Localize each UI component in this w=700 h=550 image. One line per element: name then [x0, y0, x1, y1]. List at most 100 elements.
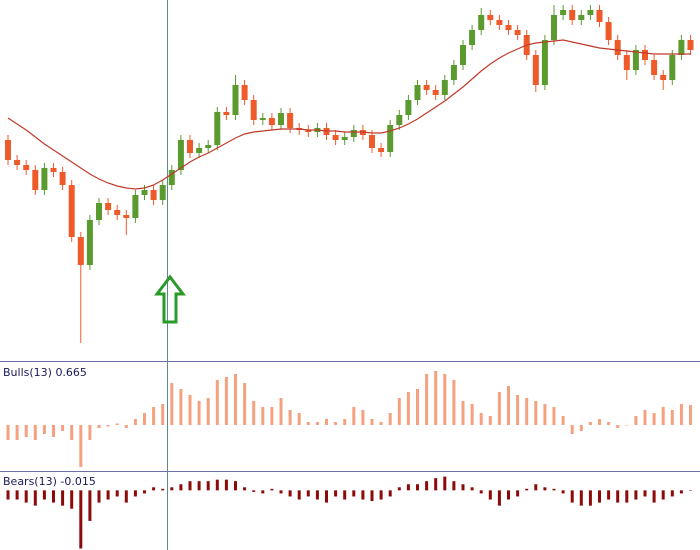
candle-body — [14, 160, 21, 165]
histogram-bar — [598, 490, 601, 503]
histogram-bar — [470, 487, 474, 491]
histogram-bar — [425, 481, 429, 491]
candle-body — [23, 165, 30, 170]
candle-body — [196, 148, 203, 153]
histogram-bar — [361, 490, 365, 500]
histogram-bar — [279, 398, 283, 425]
histogram-bar — [33, 425, 37, 440]
histogram-bar — [297, 413, 301, 425]
histogram-bar — [161, 488, 165, 491]
histogram-bar — [425, 374, 429, 425]
histogram-bar — [115, 423, 119, 425]
candle-body — [460, 45, 466, 65]
histogram-bar — [343, 490, 347, 500]
histogram-bar — [670, 490, 674, 497]
histogram-bar — [143, 413, 146, 425]
histogram-bar — [361, 410, 365, 425]
candle-body — [241, 85, 248, 100]
histogram-bar — [634, 416, 638, 425]
histogram-bar — [497, 490, 501, 506]
histogram-bar — [616, 490, 620, 503]
histogram-bar — [379, 490, 383, 500]
candle-body — [414, 85, 421, 100]
histogram-bar — [561, 416, 565, 425]
histogram-bar — [689, 405, 692, 425]
arrow-icon — [153, 274, 187, 324]
histogram-bar — [152, 407, 156, 425]
histogram-bar — [525, 398, 529, 425]
histogram-bar — [625, 490, 629, 503]
histogram-bar — [15, 425, 19, 440]
histogram-bar — [288, 410, 292, 425]
histogram-bar — [461, 401, 465, 425]
histogram-bar — [206, 481, 210, 491]
candle-body — [605, 22, 612, 40]
histogram-bar — [334, 490, 338, 497]
histogram-bar — [625, 425, 629, 426]
histogram-bar — [106, 490, 110, 500]
candle-body — [32, 170, 39, 190]
histogram-bar — [270, 407, 274, 425]
histogram-bar — [497, 392, 501, 425]
histogram-bar — [133, 490, 137, 497]
candle-body — [214, 112, 221, 145]
histogram-bar — [224, 479, 228, 491]
candle-body — [132, 195, 139, 218]
histogram-bar — [97, 490, 101, 503]
histogram-bar — [179, 389, 183, 425]
candle-body — [96, 203, 102, 220]
candle-body — [642, 50, 648, 60]
histogram-bar — [306, 490, 310, 497]
candle-body — [423, 85, 430, 90]
candle-body — [587, 10, 594, 15]
histogram-bar — [243, 383, 247, 425]
histogram-bar — [261, 490, 265, 494]
candle-body — [450, 65, 457, 80]
candle-body — [332, 135, 339, 140]
histogram-bar — [488, 490, 492, 500]
candle-body — [268, 118, 275, 125]
histogram-bar — [616, 425, 620, 428]
histogram-bar — [507, 490, 510, 500]
candle-body — [441, 80, 448, 95]
candle-body — [250, 100, 257, 120]
histogram-bar — [370, 490, 374, 502]
candle-body — [278, 113, 284, 125]
histogram-bar — [261, 407, 265, 425]
candle-body — [532, 55, 539, 85]
candle-body — [187, 140, 193, 153]
histogram-bar — [534, 401, 538, 425]
candle-body — [387, 125, 394, 152]
histogram-bar — [143, 490, 146, 494]
candle-body — [50, 168, 57, 172]
candle-body — [59, 172, 66, 185]
histogram-bar — [352, 490, 356, 497]
histogram-bar — [588, 422, 592, 425]
histogram-bar — [452, 380, 456, 425]
histogram-bar — [52, 490, 55, 503]
histogram-bar — [488, 416, 492, 425]
histogram-bar — [643, 490, 647, 497]
histogram-bar — [88, 490, 92, 521]
candle-body — [350, 130, 357, 137]
histogram-bar — [370, 419, 374, 425]
histogram-bar — [434, 478, 438, 491]
histogram-bar — [443, 374, 447, 425]
histogram-bar — [252, 401, 256, 425]
candle-body — [623, 55, 630, 70]
histogram-bar — [315, 490, 319, 500]
histogram-bar — [315, 422, 319, 425]
marks — [5, 5, 694, 549]
histogram-bar — [552, 407, 556, 425]
histogram-bar — [234, 374, 237, 425]
candle-body — [114, 210, 121, 215]
histogram-bar — [325, 490, 328, 503]
histogram-bar — [416, 484, 419, 491]
histogram-bar — [243, 487, 247, 491]
histogram-bar — [416, 389, 419, 425]
candle-body — [223, 112, 230, 115]
histogram-bar — [570, 425, 574, 434]
histogram-bar — [161, 404, 165, 425]
candle-body — [614, 40, 621, 55]
candle-body — [687, 40, 694, 50]
